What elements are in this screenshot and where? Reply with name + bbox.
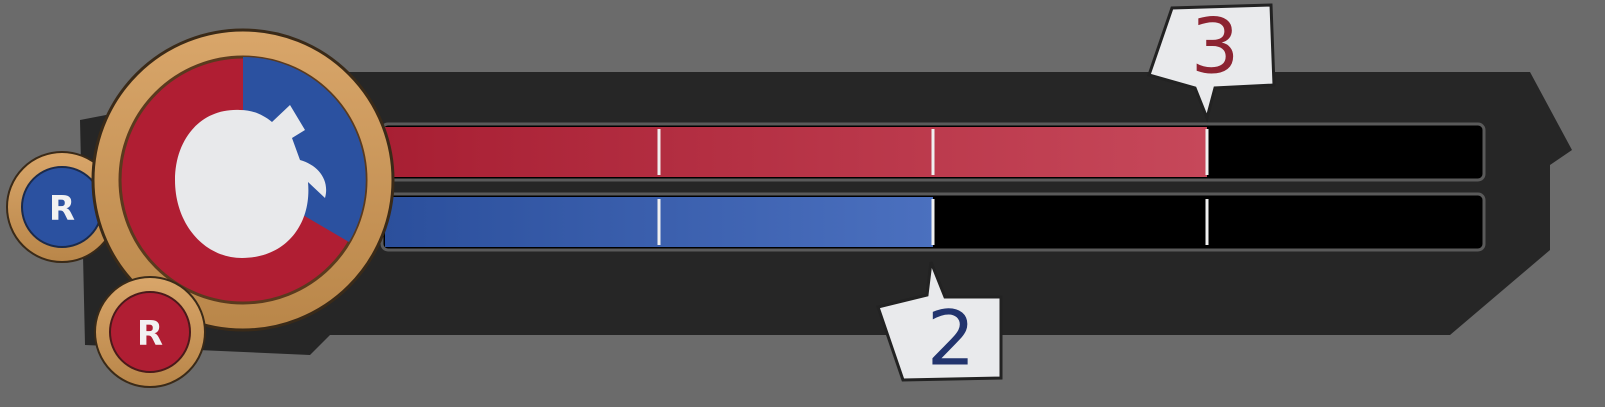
red-badge-label: R	[137, 314, 163, 354]
red-team-score: 3	[1191, 2, 1239, 91]
blue-badge-label: R	[49, 189, 75, 229]
red-team-bar	[385, 127, 1207, 177]
red-badge	[109, 291, 191, 373]
blue-team-score: 2	[927, 294, 975, 383]
emblem-icon	[175, 105, 327, 258]
red-team-callout	[1147, 3, 1276, 123]
blue-team-callout	[876, 261, 1003, 382]
